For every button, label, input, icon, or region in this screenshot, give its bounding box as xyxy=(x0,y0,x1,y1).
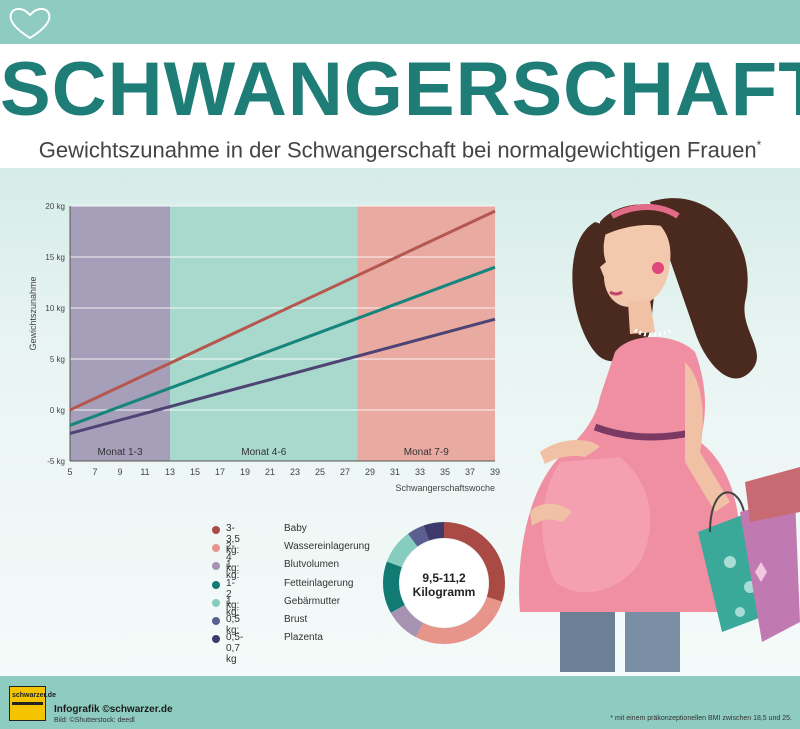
y-tick-label: 0 kg xyxy=(50,406,65,415)
phase-band-2 xyxy=(170,206,358,461)
x-tick-label: 11 xyxy=(140,467,149,477)
lips xyxy=(609,290,623,296)
face xyxy=(600,214,671,307)
subtitle-text: Gewichtszunahme in der Schwangerschaft b… xyxy=(38,137,757,163)
left-leg xyxy=(560,612,615,672)
legend-label: Plazenta xyxy=(284,632,323,644)
legend-dot xyxy=(212,562,220,571)
legend-amount: 0,5-0,7 kg xyxy=(226,632,244,666)
legend-dot xyxy=(212,616,220,625)
donut-total-unit: Kilogramm xyxy=(412,585,476,599)
subtitle-mark: * xyxy=(756,138,762,152)
series-line-2 xyxy=(69,265,496,427)
right-arm xyxy=(685,362,730,512)
legend-dot xyxy=(212,526,220,534)
legend-label: Blutvolumen xyxy=(284,559,340,571)
lower-hand xyxy=(530,503,572,526)
composition-donut xyxy=(383,522,505,644)
phase-label-1: Monat 1-3 xyxy=(97,447,142,458)
legend-amount: 1-2 kg: xyxy=(226,577,240,611)
x-tick-label: 25 xyxy=(315,467,325,477)
phase-band-3 xyxy=(357,206,495,461)
ribbon xyxy=(593,423,696,441)
pregnant-woman-illustration xyxy=(519,198,800,672)
x-tick-label: 29 xyxy=(365,467,375,477)
bag-handle xyxy=(709,491,746,533)
footer xyxy=(0,676,800,729)
donut-slice-2 xyxy=(383,522,505,644)
hair-side xyxy=(650,198,757,379)
donut-center xyxy=(400,539,488,627)
x-axis-label: Schwangerschaftswoche xyxy=(395,483,495,493)
legend-dot xyxy=(212,580,220,589)
legend-dot xyxy=(212,635,220,644)
phase-band-1 xyxy=(70,206,170,461)
y-tick-label: 20 kg xyxy=(45,202,65,211)
shopping-bag-purple xyxy=(740,497,800,642)
belly xyxy=(542,457,651,593)
y-axis-label: Gewichtszunahme xyxy=(28,276,38,350)
legend-amount: 0,5 kg: xyxy=(226,613,240,636)
footer-note: * mit einem präkonzeptionellen BMI zwisc… xyxy=(610,715,792,722)
top-band xyxy=(0,0,800,44)
legend-label: Wassereinlagerung xyxy=(284,541,370,553)
x-tick-label: 35 xyxy=(440,467,450,477)
donut-slice-7 xyxy=(383,522,505,644)
x-tick-label: 31 xyxy=(390,467,400,477)
heart-icon xyxy=(9,7,51,40)
bag-star xyxy=(755,562,767,582)
headband xyxy=(610,204,680,219)
donut-total-value: 9,5-11,2 xyxy=(422,571,466,585)
legend-label: Brust xyxy=(284,613,308,625)
legend-label: Baby xyxy=(284,523,307,534)
logo-text: schwarzer.de xyxy=(12,692,56,699)
phase-label-2: Monat 4-6 xyxy=(241,447,286,458)
bag-dot xyxy=(724,556,736,568)
x-tick-label: 39 xyxy=(490,467,500,477)
x-tick-label: 23 xyxy=(290,467,300,477)
page-title: SCHWANGERSCHAFT xyxy=(0,47,800,132)
y-tick-label: 10 kg xyxy=(45,304,65,313)
schwarzer-logo: schwarzer.de xyxy=(9,686,56,721)
earring xyxy=(652,262,664,274)
x-tick-label: 17 xyxy=(215,467,225,477)
footer-credit: Infografik ©schwarzer.de xyxy=(54,704,173,715)
bag-dot xyxy=(735,607,745,617)
x-tick-label: 37 xyxy=(465,467,475,477)
weight-gain-chart: Monat 1-3 Monat 4-6 Monat 7-9 -5 kg 0 kg 5 kg… xyxy=(28,202,500,493)
x-tick-label: 13 xyxy=(165,467,175,477)
x-tick-label: 19 xyxy=(240,467,250,477)
y-tick-label: -5 kg xyxy=(47,457,65,466)
left-hand xyxy=(540,440,600,464)
x-tick-label: 15 xyxy=(190,467,200,477)
legend-amount: 1 kg: xyxy=(226,559,240,582)
x-tick-label: 21 xyxy=(265,467,275,477)
donut-slice-4 xyxy=(383,522,505,644)
x-tick-label: 33 xyxy=(415,467,425,477)
phase-label-3: Monat 7-9 xyxy=(404,447,449,458)
series-line-1 xyxy=(69,209,496,412)
legend-label: Gebärmutter xyxy=(284,595,341,607)
x-tick-label: 27 xyxy=(340,467,350,477)
legend-dot xyxy=(212,544,220,553)
footer-source: Bild: ©Shutterstock: deedl xyxy=(54,717,135,724)
right-leg xyxy=(625,612,680,672)
y-tick-label: 15 kg xyxy=(45,253,65,262)
donut-total: 9,5-11,2 Kilogramm xyxy=(383,571,505,599)
legend-label: Fetteinlagerung xyxy=(284,577,354,589)
x-tick-label: 5 xyxy=(67,467,72,477)
x-tick-label: 7 xyxy=(92,467,97,477)
x-tick-label: 9 xyxy=(117,467,122,477)
shopping-bag-striped xyxy=(745,467,800,522)
series-line-3 xyxy=(69,317,496,435)
legend-amount: 3-3,5 kg: xyxy=(226,523,240,556)
legend-amount: 2-4 kg: xyxy=(226,541,240,575)
legend-amount: 1 kg: xyxy=(226,595,240,618)
page-subtitle: Gewichtszunahme in der Schwangerschaft b… xyxy=(0,132,800,163)
legend-dot xyxy=(212,598,220,607)
y-tick-label: 5 kg xyxy=(50,355,65,364)
neck xyxy=(628,300,655,334)
logo-bar xyxy=(12,702,43,705)
